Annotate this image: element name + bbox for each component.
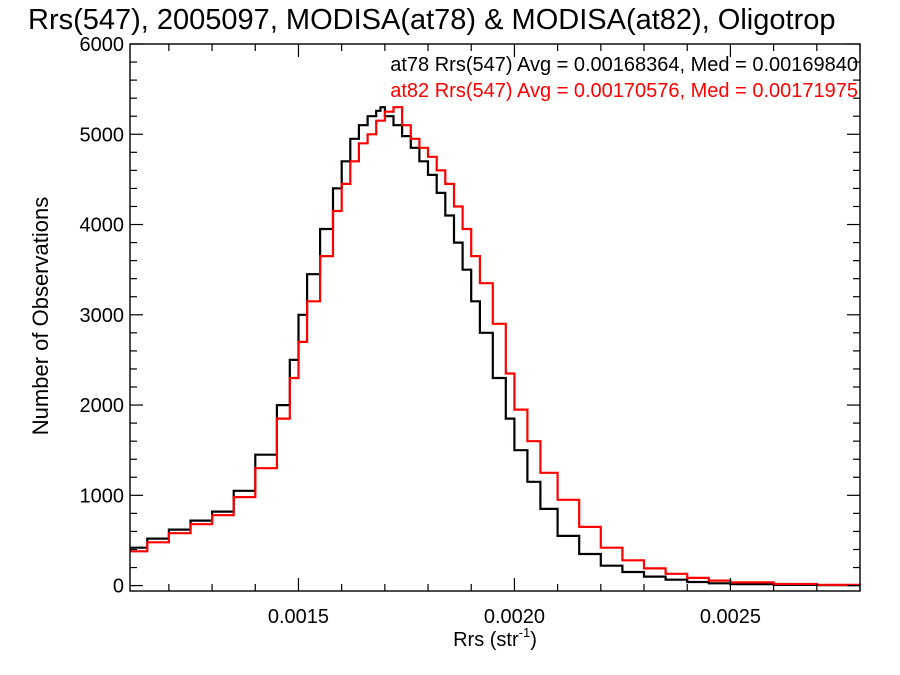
x-tick-label: 0.0020 xyxy=(484,606,545,628)
x-axis-label-close: ) xyxy=(530,629,537,651)
plot-series xyxy=(130,106,862,587)
legend-entry-at82: at82 Rrs(547) Avg = 0.00170576, Med = 0.… xyxy=(390,80,858,102)
legend-entry-at78: at78 Rrs(547) Avg = 0.00168364, Med = 0.… xyxy=(390,54,858,76)
y-tick-label: 6000 xyxy=(80,34,125,56)
x-axis-label-text: Rrs (str xyxy=(453,629,519,651)
series-line-at82 xyxy=(130,106,862,586)
y-tick-label: 2000 xyxy=(80,395,125,417)
series-line-at78 xyxy=(130,106,862,587)
y-axis-label: Number of Observations xyxy=(28,197,53,435)
y-tick-label: 4000 xyxy=(80,215,125,237)
y-tick-label: 0 xyxy=(113,576,124,598)
y-tick-label: 5000 xyxy=(80,124,125,146)
x-tick-label: 0.0015 xyxy=(268,606,329,628)
x-axis-ticks: 0.0015 0.0020 0.0025 xyxy=(168,44,861,628)
y-tick-label: 3000 xyxy=(80,305,125,327)
x-axis-label-superscript: -1 xyxy=(519,625,531,640)
chart-legend: at78 Rrs(547) Avg = 0.00168364, Med = 0.… xyxy=(390,54,858,102)
plot-frame xyxy=(129,43,861,592)
x-tick-label: 0.0025 xyxy=(700,606,761,628)
chart-title: Rrs(547), 2005097, MODISA(at78) & MODISA… xyxy=(28,4,835,36)
y-tick-label: 1000 xyxy=(80,485,125,507)
y-axis-ticks: 0 1000 2000 3000 4000 5000 6000 xyxy=(80,34,860,598)
x-axis-label: Rrs (str-1) xyxy=(453,625,537,651)
